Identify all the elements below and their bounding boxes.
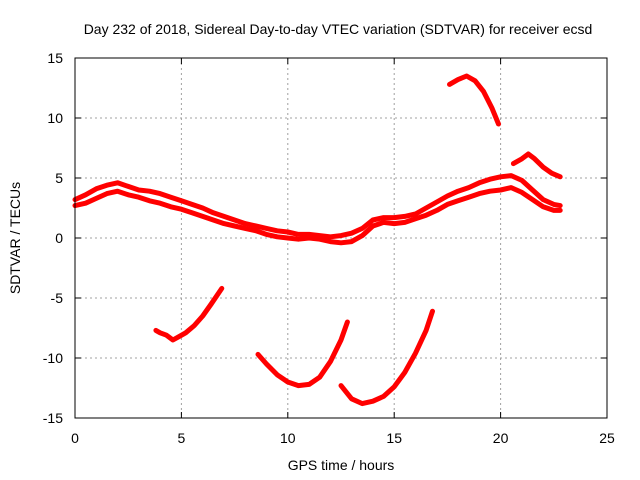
series-arc-a [153, 285, 225, 343]
x-tick-label: 15 [386, 430, 402, 446]
chart-title: Day 232 of 2018, Sidereal Day-to-day VTE… [84, 21, 593, 37]
y-tick-label: 10 [47, 110, 63, 126]
y-tick-label: 0 [55, 230, 63, 246]
x-tick-label: 20 [493, 430, 509, 446]
x-tick-label: 0 [71, 430, 79, 446]
y-tick-label: 15 [47, 50, 63, 66]
x-tick-label: 10 [280, 430, 296, 446]
x-axis-label: GPS time / hours [288, 457, 395, 473]
x-tick-label: 5 [178, 430, 186, 446]
y-tick-label: -5 [51, 290, 64, 306]
y-tick-label: -15 [43, 410, 63, 426]
x-tick-label: 25 [599, 430, 615, 446]
data-series [72, 73, 563, 407]
series-arc-d [447, 73, 501, 127]
series-arc-e [510, 151, 563, 180]
y-tick-label: -10 [43, 350, 63, 366]
series-arc-b [255, 319, 350, 389]
series-arc-c [338, 308, 435, 407]
axis-ticks: 0 5 10 15 20 25 15 10 5 0 -5 -10 -15 [43, 50, 615, 446]
y-tick-label: 5 [55, 170, 63, 186]
series-main-band-upper [72, 173, 563, 240]
series-main-band-lower [72, 185, 563, 246]
y-axis-label: SDTVAR / TECUs [7, 182, 23, 294]
